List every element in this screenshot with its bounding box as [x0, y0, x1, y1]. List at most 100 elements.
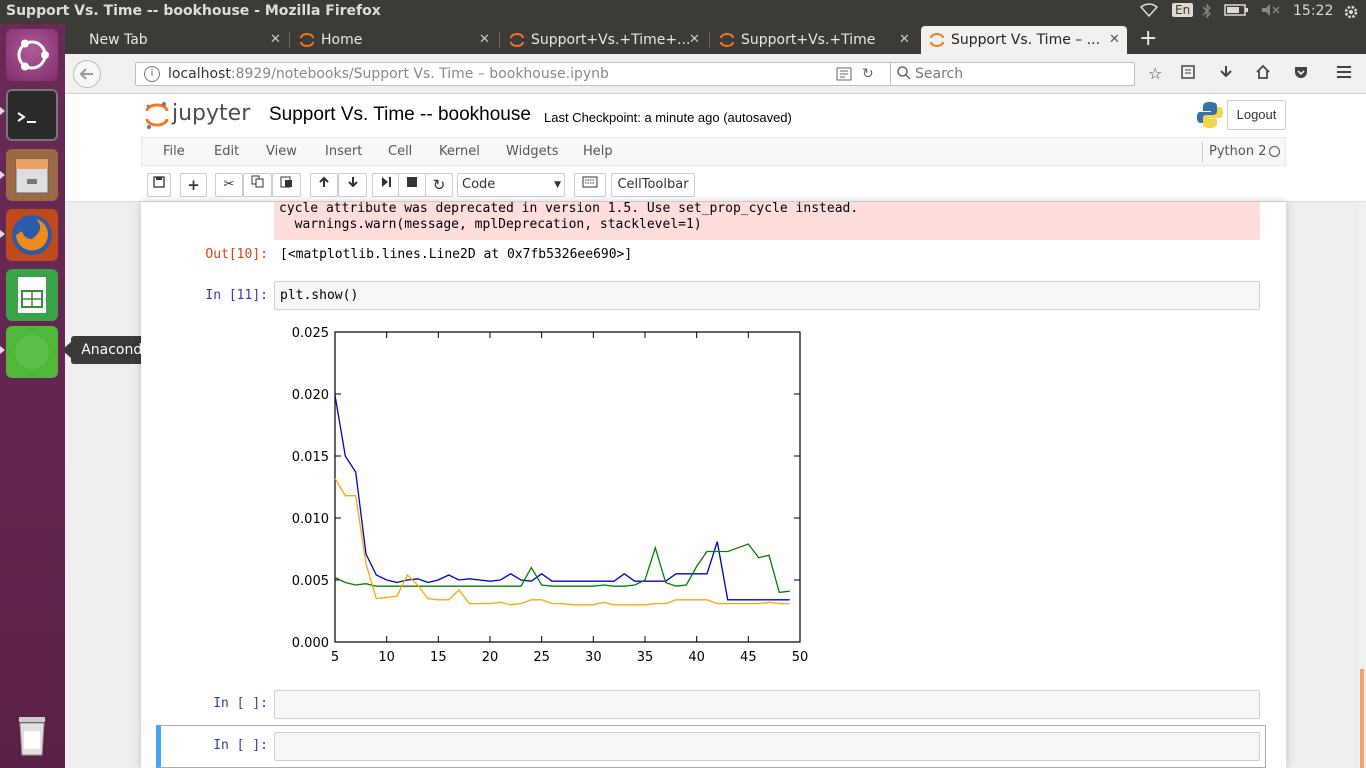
jupyter-favicon-icon	[929, 32, 945, 52]
run-cell-button[interactable]	[372, 173, 399, 197]
tab-close-icon[interactable]: ✕	[479, 32, 490, 47]
menu-widgets[interactable]: Widgets	[506, 144, 559, 159]
menu-file[interactable]: File	[163, 144, 185, 159]
cut-button[interactable]: ✂	[215, 173, 243, 197]
files-launcher-icon[interactable]	[6, 149, 58, 201]
move-up-button[interactable]	[310, 173, 338, 197]
python-logo-icon	[1195, 100, 1225, 134]
scrollbar-thumb[interactable]	[1360, 669, 1364, 768]
jupyter-logo-icon[interactable]	[144, 100, 170, 134]
tab-support-vs-time-active[interactable]: Support Vs. Time – ... ✕	[921, 26, 1127, 54]
anaconda-navigator-launcher-icon[interactable]	[6, 326, 58, 378]
warning-line-2: warnings.warn(message, mplDeprecation, s…	[279, 217, 702, 232]
reader-view-icon[interactable]	[836, 67, 852, 85]
libreoffice-calc-launcher-icon[interactable]	[6, 269, 58, 321]
output-prompt: Out[10]:	[205, 247, 268, 262]
move-down-button[interactable]	[338, 173, 367, 197]
ubuntu-dash-button[interactable]	[6, 29, 58, 81]
logout-button[interactable]: Logout	[1227, 100, 1286, 130]
menu-help[interactable]: Help	[583, 144, 613, 159]
tab-close-icon[interactable]: ✕	[1109, 32, 1120, 47]
selected-code-cell-input[interactable]	[274, 732, 1260, 761]
search-bar[interactable]: Search	[890, 62, 1135, 86]
series-lines	[334, 395, 790, 606]
paste-button[interactable]	[272, 173, 301, 197]
tab-new-tab[interactable]: New Tab ✕	[65, 26, 287, 54]
keyboard-layout-indicator[interactable]: En	[1172, 3, 1194, 18]
home-icon[interactable]	[1255, 64, 1271, 84]
new-tab-plus-icon[interactable]: +	[1139, 26, 1158, 51]
menu-edit[interactable]: Edit	[214, 144, 240, 159]
notebook-container: cycle attribute was deprecated in versio…	[141, 201, 1286, 768]
series-line-2	[334, 543, 790, 594]
y-tick-label: 0.010	[292, 512, 329, 527]
code-cell-input[interactable]: plt.show()	[274, 281, 1260, 310]
terminal-launcher-icon[interactable]	[6, 89, 58, 141]
stderr-output: cycle attribute was deprecated in versio…	[274, 201, 1260, 240]
notebook-menubar: File Edit View Insert Cell Kernel Widget…	[141, 137, 1286, 166]
page-scrollbar[interactable]	[1358, 202, 1366, 768]
trash-launcher-icon[interactable]	[6, 709, 58, 761]
menu-kernel[interactable]: Kernel	[439, 144, 480, 159]
cell-type-select[interactable]: Code ▼	[457, 173, 565, 197]
bluetooth-icon[interactable]	[1202, 3, 1212, 23]
jupyter-favicon-icon	[719, 32, 735, 52]
downloads-icon[interactable]	[1218, 64, 1234, 84]
input-prompt: In [ ]:	[213, 696, 268, 711]
tab-support-vs-time-1[interactable]: Support+Vs.+Time+... ✕	[501, 26, 707, 54]
kernel-divider	[1202, 142, 1203, 162]
reload-icon[interactable]: ↻	[862, 66, 874, 82]
reading-list-icon[interactable]	[1180, 64, 1196, 84]
restart-kernel-button[interactable]: ↻	[425, 173, 453, 197]
series-line-3	[334, 477, 790, 606]
tab-divider	[709, 32, 710, 48]
tab-label: Support+Vs.+Time+...	[531, 32, 691, 48]
tooltip-arrow	[62, 342, 71, 358]
browser-nav-bar: i localhost:8929/notebooks/Support Vs. T…	[65, 54, 1366, 94]
tab-support-vs-time-2[interactable]: Support+Vs.+Time ✕	[711, 26, 917, 54]
command-palette-button[interactable]	[574, 173, 606, 197]
copy-button[interactable]	[243, 173, 272, 197]
clock[interactable]: 15:22	[1293, 3, 1334, 19]
x-tick-label: 50	[792, 650, 809, 665]
notebook-title[interactable]: Support Vs. Time -- bookhouse	[269, 104, 531, 125]
x-ticks: 5 10 15 20 25 30 35 40 45 50	[331, 332, 808, 665]
tab-close-icon[interactable]: ✕	[270, 32, 281, 47]
anaconda-running-indicator	[0, 346, 5, 354]
x-tick-label: 35	[637, 650, 654, 665]
empty-code-cell-input[interactable]	[274, 690, 1260, 719]
battery-icon[interactable]	[1224, 3, 1250, 21]
menu-insert[interactable]: Insert	[325, 144, 363, 159]
kernel-name: Python 2	[1209, 144, 1267, 159]
y-tick-label: 0.015	[292, 450, 329, 465]
tab-home[interactable]: Home ✕	[291, 26, 497, 54]
menu-view[interactable]: View	[266, 144, 297, 159]
save-button[interactable]	[147, 173, 171, 197]
x-tick-label: 10	[378, 650, 395, 665]
settings-gear-icon[interactable]	[1342, 3, 1360, 25]
tab-close-icon[interactable]: ✕	[689, 32, 700, 47]
pocket-icon[interactable]	[1293, 64, 1309, 84]
files-running-indicator	[0, 171, 5, 179]
hamburger-menu-icon[interactable]	[1336, 64, 1352, 84]
celltoolbar-button[interactable]: CellToolbar	[611, 173, 695, 197]
code-text: plt.show()	[280, 288, 359, 303]
bookmark-star-icon[interactable]: ☆	[1148, 64, 1163, 83]
tab-divider	[289, 32, 290, 48]
network-icon[interactable]	[1139, 3, 1159, 21]
checkpoint-status: Last Checkpoint: a minute ago (autosaved…	[544, 110, 792, 125]
interrupt-kernel-button[interactable]	[398, 173, 426, 197]
insert-cell-button[interactable]: +	[180, 173, 207, 197]
tab-label: Home	[321, 32, 363, 48]
jupyter-favicon-icon	[509, 32, 525, 52]
back-button[interactable]	[73, 60, 101, 88]
firefox-launcher-icon[interactable]	[6, 209, 58, 261]
tab-close-icon[interactable]: ✕	[899, 32, 910, 47]
firefox-running-indicator	[0, 230, 5, 238]
url-bar[interactable]: i localhost:8929/notebooks/Support Vs. T…	[135, 62, 906, 86]
series-line-1	[334, 395, 790, 601]
site-info-icon[interactable]: i	[144, 66, 160, 82]
url-text: localhost:8929/notebooks/Support Vs. Tim…	[168, 66, 609, 82]
volume-muted-icon[interactable]	[1260, 3, 1280, 21]
menu-cell[interactable]: Cell	[388, 144, 413, 159]
